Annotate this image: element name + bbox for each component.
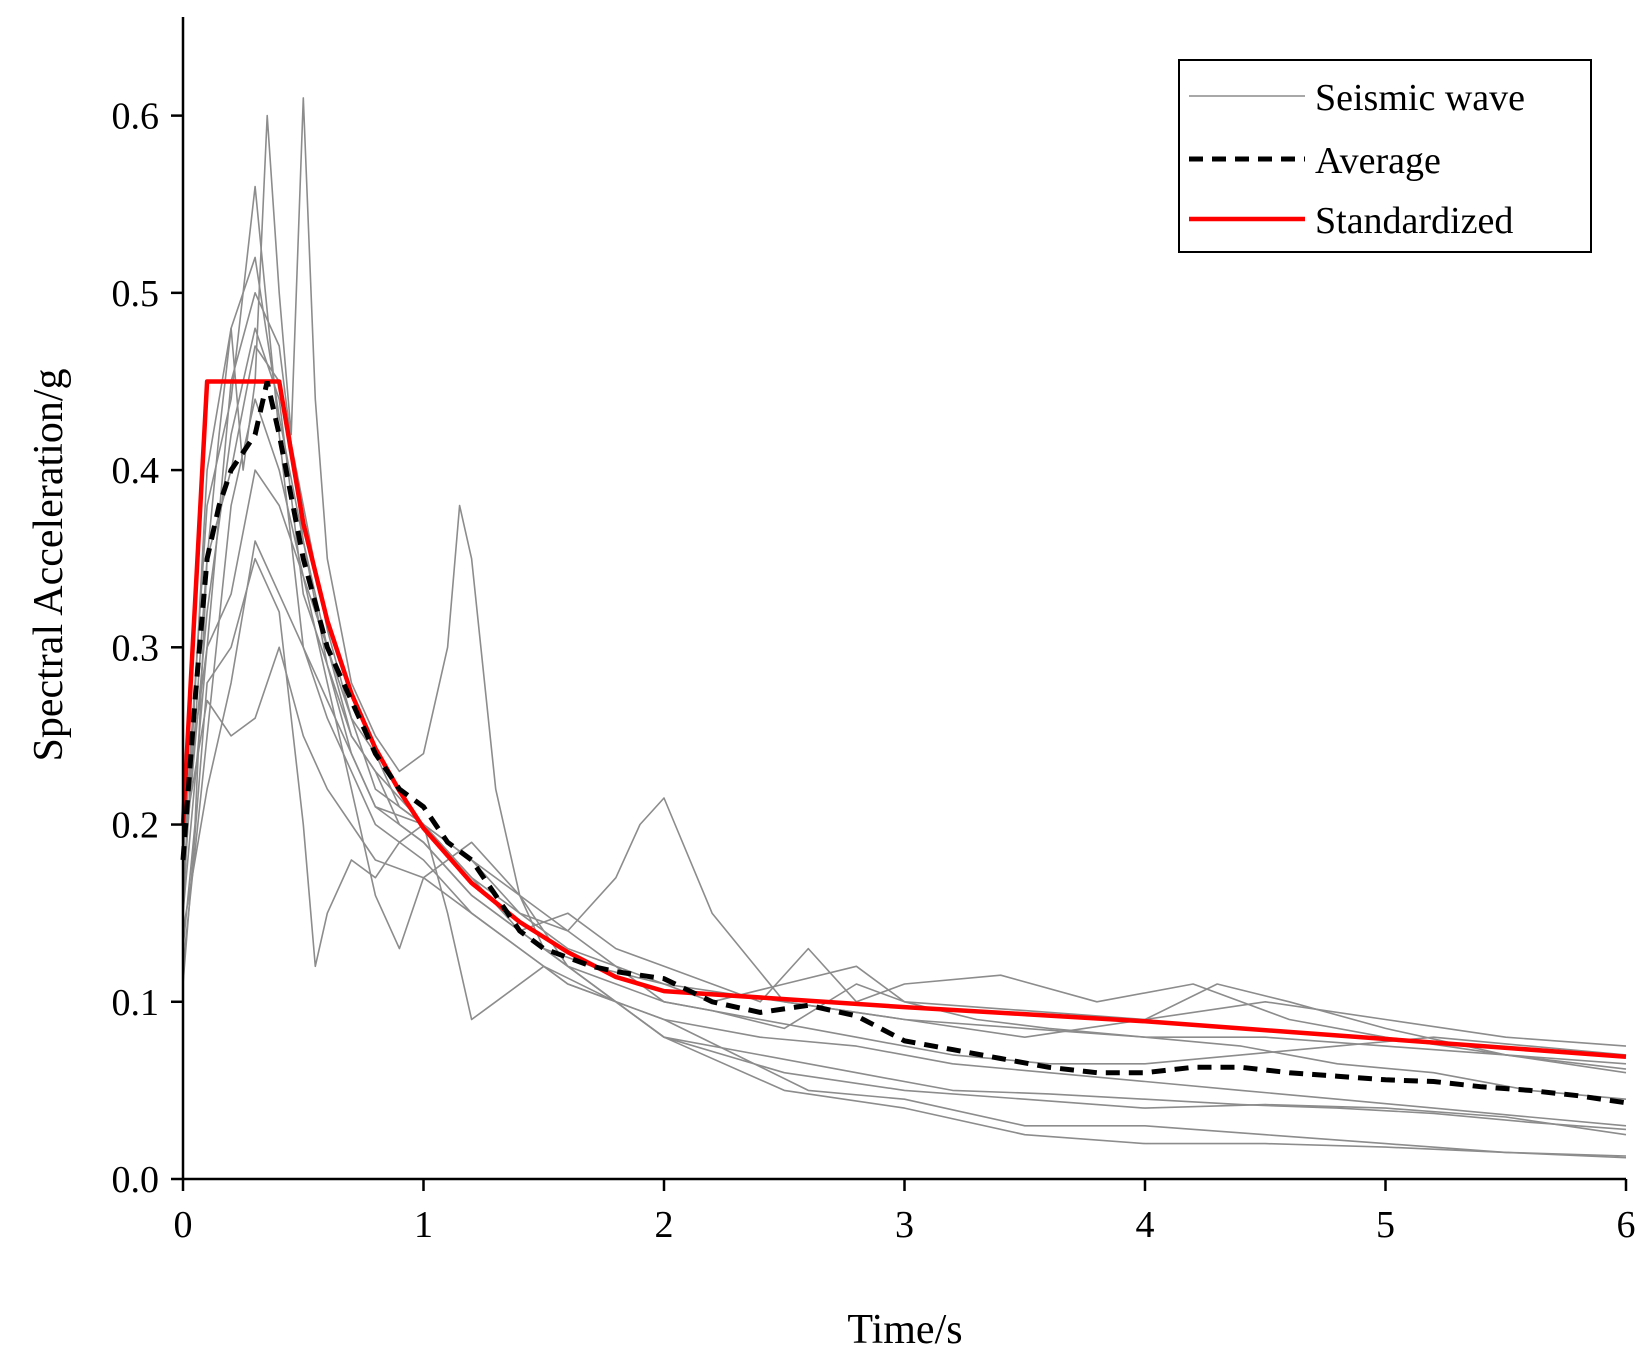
standardized-series-line bbox=[180, 379, 1627, 1059]
seismic-wave-line-9 bbox=[182, 646, 1627, 1127]
x-axis-ticks: 0 1 2 3 4 5 6 bbox=[174, 1179, 1636, 1246]
seismic-wave-series-group bbox=[182, 97, 1627, 1159]
seismic-wave-line-4 bbox=[182, 557, 1627, 1157]
seismic-wave-line-3 bbox=[182, 398, 1627, 1136]
y-tick-label: 0.4 bbox=[112, 450, 160, 492]
seismic-wave-line-8 bbox=[182, 469, 1627, 1070]
legend-average-label: Average bbox=[1315, 140, 1441, 182]
legend-standardized-label: Standardized bbox=[1315, 200, 1513, 242]
x-tick-label: 5 bbox=[1376, 1204, 1395, 1246]
y-axis-ticks: 0.0 0.1 0.2 0.3 0.4 0.5 0.6 bbox=[112, 96, 183, 1201]
seismic-wave-line-11 bbox=[182, 540, 1627, 1131]
y-tick-label: 0.5 bbox=[112, 273, 160, 315]
average-series-line bbox=[180, 380, 1627, 1106]
x-tick-label: 6 bbox=[1617, 1204, 1636, 1246]
x-tick-label: 0 bbox=[174, 1204, 193, 1246]
x-axis-title: Time/s bbox=[847, 1307, 962, 1353]
x-tick-label: 3 bbox=[895, 1204, 914, 1246]
y-axis-title: Spectral Acceleration/g bbox=[26, 369, 72, 762]
legend-seismic-label: Seismic wave bbox=[1315, 77, 1525, 119]
legend: Seismic wave Average Standardized bbox=[1178, 59, 1592, 253]
y-tick-label: 0.0 bbox=[112, 1159, 160, 1201]
y-tick-label: 0.1 bbox=[112, 982, 160, 1024]
seismic-wave-line-7 bbox=[182, 185, 1627, 1159]
y-tick-label: 0.2 bbox=[112, 805, 160, 847]
x-tick-label: 2 bbox=[655, 1204, 674, 1246]
seismic-wave-line-1 bbox=[182, 97, 1627, 1065]
seismic-wave-line-2 bbox=[182, 292, 1627, 1047]
y-tick-label: 0.6 bbox=[112, 96, 160, 138]
y-tick-label: 0.3 bbox=[112, 627, 160, 669]
x-tick-label: 1 bbox=[414, 1204, 433, 1246]
seismic-wave-line-5 bbox=[182, 327, 1627, 1074]
seismic-wave-line-10 bbox=[182, 256, 1627, 1065]
x-tick-label: 4 bbox=[1136, 1204, 1155, 1246]
seismic-wave-line-6 bbox=[182, 345, 1627, 1100]
